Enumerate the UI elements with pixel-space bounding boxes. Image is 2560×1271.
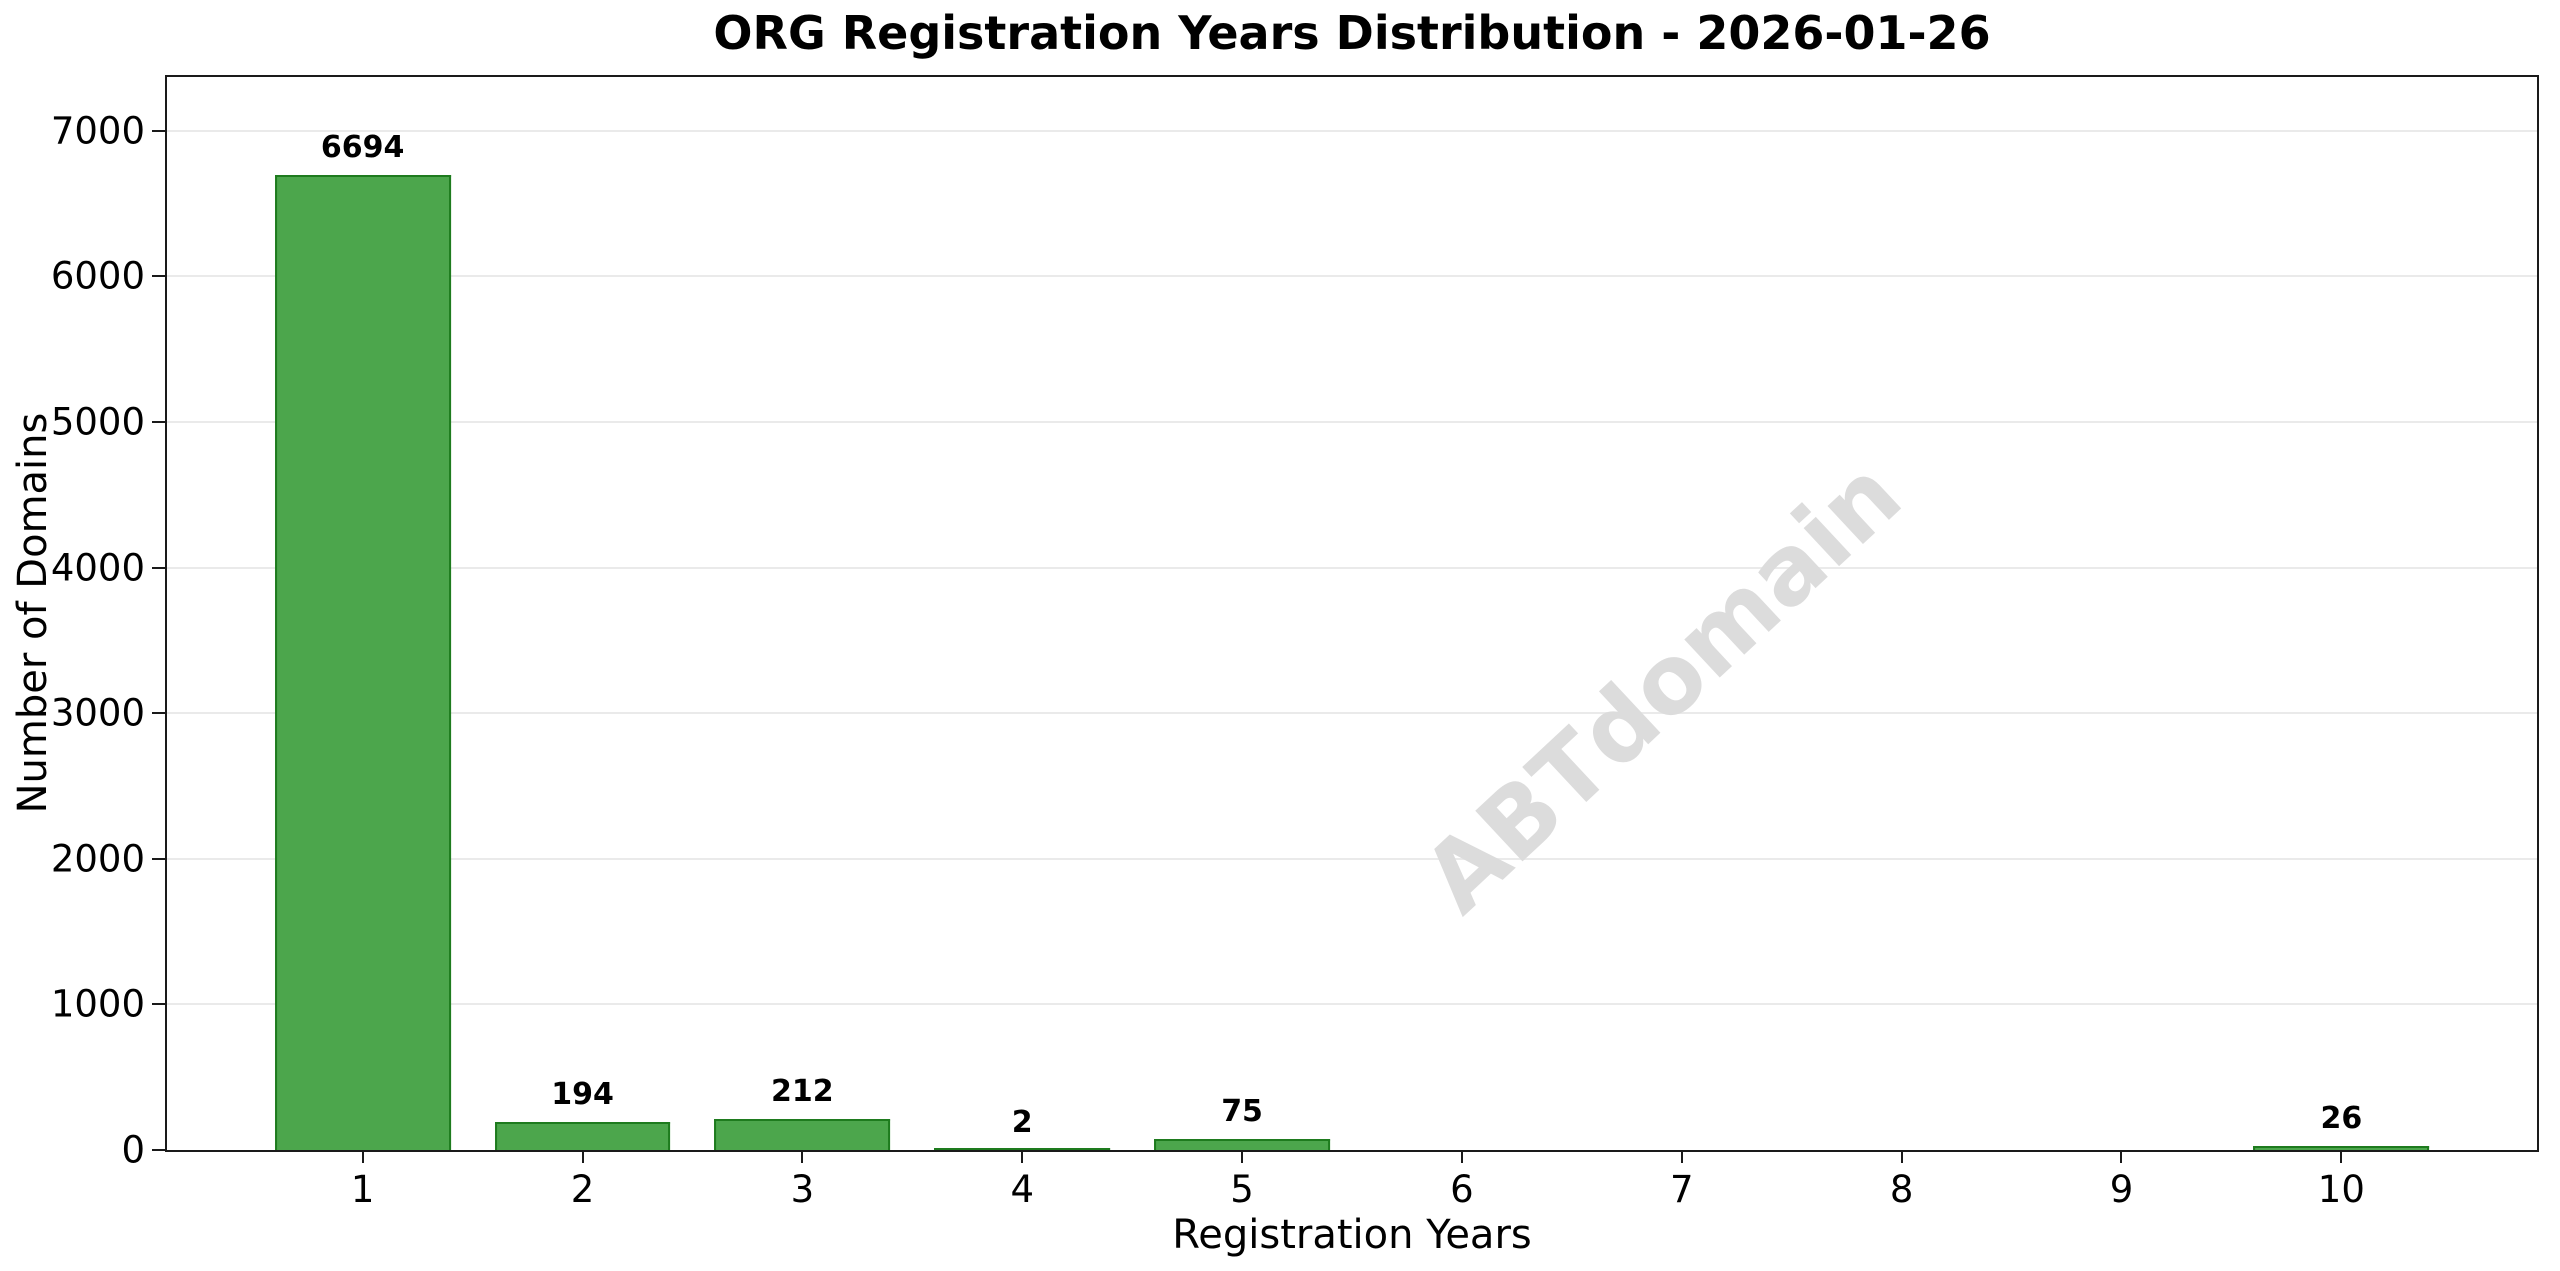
xtick-label-5: 5	[1230, 1168, 1254, 1211]
bar-value-label-3: 212	[771, 1074, 834, 1110]
ytick-label-1000: 1000	[50, 982, 145, 1026]
gridline-3000	[167, 712, 2537, 715]
gridline-6000	[167, 275, 2537, 278]
gridline-7000	[167, 129, 2537, 132]
bar-year-2	[494, 1121, 671, 1150]
bar-value-label-10: 26	[2320, 1101, 2363, 1137]
plot-area: ABTdomain 6694 194 212 2 75 26 0 1000 2000 3000 4…	[51, 75, 2539, 1211]
ytick-label-0: 0	[121, 1128, 145, 1172]
gridline-2000	[167, 857, 2537, 860]
xtick-label-3: 3	[790, 1168, 815, 1211]
xtick-label-9: 9	[2109, 1168, 2134, 1211]
ytick-mark-5000	[152, 421, 165, 424]
xtick-label-6: 6	[1450, 1168, 1474, 1211]
xtick-mark-2	[581, 1150, 584, 1163]
xtick-label-2: 2	[570, 1168, 595, 1211]
ytick-label-5000: 5000	[50, 400, 145, 444]
xtick-label-7: 7	[1669, 1168, 1694, 1211]
bar-year-5	[1154, 1139, 1330, 1150]
xtick-mark-6	[1460, 1150, 1463, 1163]
xtick-label-10: 10	[2317, 1168, 2365, 1211]
ytick-mark-2000	[152, 857, 165, 860]
bar-value-label-2: 194	[551, 1076, 614, 1112]
xtick-mark-3	[801, 1150, 804, 1163]
x-axis-label: Registration Years	[1172, 1212, 1532, 1258]
y-axis-label: Number of Domains	[10, 412, 56, 814]
xtick-label-1: 1	[350, 1168, 375, 1211]
ytick-label-4000: 4000	[50, 546, 145, 590]
xtick-mark-5	[1241, 1150, 1244, 1163]
bar-year-4	[934, 1148, 1111, 1150]
ytick-mark-4000	[152, 566, 165, 569]
ytick-label-3000: 3000	[50, 691, 145, 735]
ytick-label-6000: 6000	[50, 254, 145, 298]
gridline-5000	[167, 421, 2537, 424]
xtick-mark-1	[361, 1150, 364, 1163]
gridline-1000	[167, 1003, 2537, 1006]
bar-value-label-5: 75	[1221, 1094, 1263, 1130]
ytick-mark-7000	[152, 129, 165, 132]
ytick-label-7000: 7000	[50, 109, 145, 153]
xtick-mark-9	[2120, 1150, 2123, 1163]
ytick-mark-3000	[152, 712, 165, 715]
gridline-4000	[167, 566, 2537, 569]
xtick-mark-8	[1900, 1150, 1903, 1163]
ytick-label-2000: 2000	[50, 837, 145, 881]
xtick-mark-10	[2340, 1150, 2343, 1163]
ytick-mark-1000	[152, 1003, 165, 1006]
xtick-label-8: 8	[1889, 1168, 1914, 1211]
bar-year-1	[274, 175, 451, 1150]
xtick-mark-4	[1021, 1150, 1024, 1163]
xtick-mark-7	[1680, 1150, 1683, 1163]
ytick-mark-6000	[152, 275, 165, 278]
xtick-label-4: 4	[1010, 1168, 1034, 1211]
ytick-mark-0	[152, 1149, 165, 1151]
bar-year-3	[714, 1119, 891, 1150]
watermark-text: ABTdomain	[1403, 439, 1923, 935]
bar-value-label-1: 6694	[320, 130, 405, 166]
chart-title: ORG Registration Years Distribution - 20…	[713, 6, 1991, 60]
bar-value-label-4: 2	[1011, 1104, 1033, 1140]
bar-year-10	[2253, 1146, 2430, 1150]
